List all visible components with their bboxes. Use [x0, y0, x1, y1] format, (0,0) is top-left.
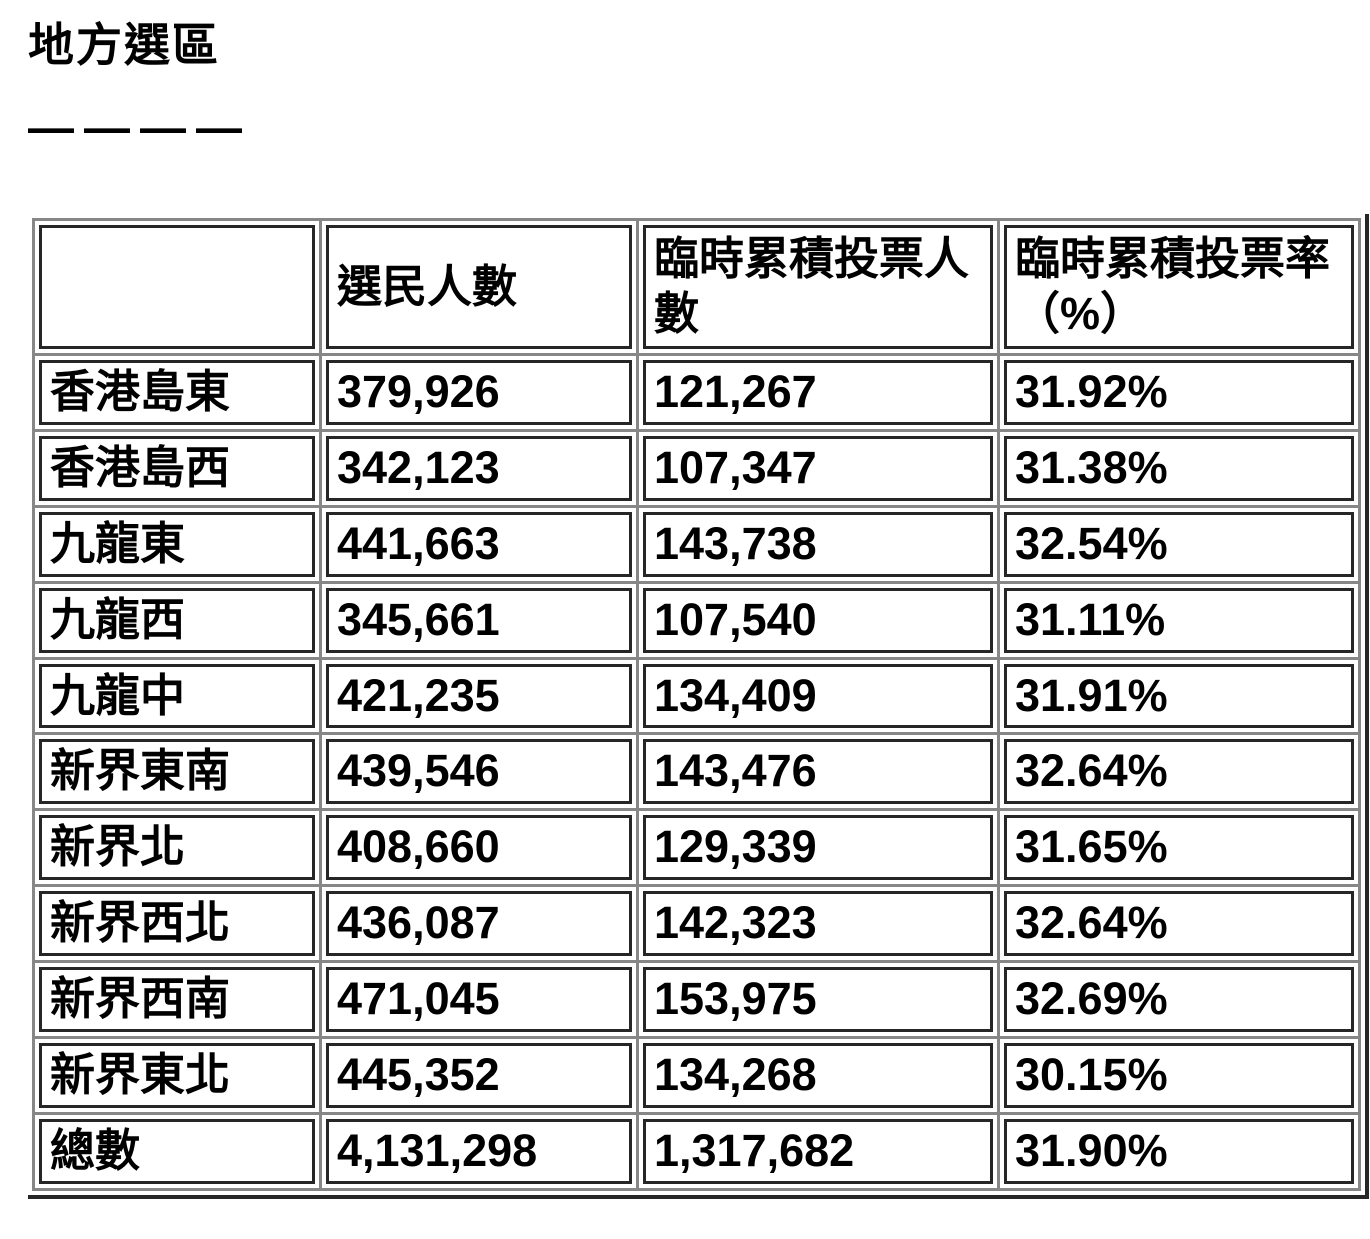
- cell-rate: 32.64%: [1004, 739, 1354, 805]
- cell-rate: 31.91%: [1004, 663, 1354, 729]
- divider: ————: [28, 101, 252, 153]
- table-row: 新界東南 439,546 143,476 32.64%: [39, 739, 1354, 805]
- cell-turnout: 121,267: [643, 360, 993, 425]
- cell-rate: 31.11%: [1004, 587, 1354, 653]
- cell-rate: 31.90%: [1004, 1118, 1354, 1184]
- cell-region: 總數: [39, 1118, 315, 1184]
- col-header-turnout: 臨時累積投票人數: [643, 225, 993, 349]
- cell-rate: 31.38%: [1004, 435, 1354, 501]
- cell-region: 香港島西: [39, 435, 315, 501]
- cell-region: 新界西南: [39, 967, 315, 1033]
- cell-turnout: 142,323: [643, 891, 993, 957]
- cell-turnout: 107,347: [643, 435, 993, 501]
- cell-turnout: 129,339: [643, 815, 993, 881]
- cell-rate: 30.15%: [1004, 1043, 1354, 1108]
- cell-electors: 445,352: [326, 1043, 632, 1108]
- table-row: 九龍西 345,661 107,540 31.11%: [39, 587, 1354, 653]
- cell-rate: 31.65%: [1004, 815, 1354, 881]
- table-row: 九龍東 441,663 143,738 32.54%: [39, 511, 1354, 577]
- cell-turnout: 134,268: [643, 1043, 993, 1108]
- cell-rate: 32.64%: [1004, 891, 1354, 957]
- table-row: 新界西南 471,045 153,975 32.69%: [39, 967, 1354, 1033]
- cell-rate: 32.54%: [1004, 511, 1354, 577]
- cell-region: 新界東北: [39, 1043, 315, 1108]
- table-header-row: 選民人數 臨時累積投票人數 臨時累積投票率（%）: [39, 225, 1354, 349]
- cell-region: 新界東南: [39, 739, 315, 805]
- cell-region: 新界北: [39, 815, 315, 881]
- table-row: 新界西北 436,087 142,323 32.64%: [39, 891, 1354, 957]
- table-row: 九龍中 421,235 134,409 31.91%: [39, 663, 1354, 729]
- cell-turnout: 143,476: [643, 739, 993, 805]
- cell-turnout: 143,738: [643, 511, 993, 577]
- cell-region: 九龍西: [39, 587, 315, 653]
- cell-region: 九龍東: [39, 511, 315, 577]
- turnout-table: 選民人數 臨時累積投票人數 臨時累積投票率（%） 香港島東 379,926 12…: [28, 214, 1369, 1199]
- cell-electors: 436,087: [326, 891, 632, 957]
- col-header-region: [39, 225, 315, 349]
- table-row-total: 總數 4,131,298 1,317,682 31.90%: [39, 1118, 1354, 1184]
- cell-electors: 4,131,298: [326, 1118, 632, 1184]
- cell-electors: 421,235: [326, 663, 632, 729]
- cell-region: 新界西北: [39, 891, 315, 957]
- cell-turnout: 1,317,682: [643, 1118, 993, 1184]
- cell-region: 九龍中: [39, 663, 315, 729]
- cell-electors: 342,123: [326, 435, 632, 501]
- cell-turnout: 153,975: [643, 967, 993, 1033]
- col-header-rate: 臨時累積投票率（%）: [1004, 225, 1354, 349]
- page-title: 地方選區: [28, 19, 220, 71]
- cell-electors: 408,660: [326, 815, 632, 881]
- table-row: 新界北 408,660 129,339 31.65%: [39, 815, 1354, 881]
- cell-electors: 439,546: [326, 739, 632, 805]
- cell-turnout: 134,409: [643, 663, 993, 729]
- table-row: 香港島東 379,926 121,267 31.92%: [39, 360, 1354, 425]
- cell-rate: 31.92%: [1004, 360, 1354, 425]
- cell-electors: 471,045: [326, 967, 632, 1033]
- title-block: 地方選區 ————: [28, 22, 1370, 150]
- cell-turnout: 107,540: [643, 587, 993, 653]
- cell-electors: 379,926: [326, 360, 632, 425]
- cell-electors: 345,661: [326, 587, 632, 653]
- cell-electors: 441,663: [326, 511, 632, 577]
- cell-rate: 32.69%: [1004, 967, 1354, 1033]
- col-header-electors: 選民人數: [326, 225, 632, 349]
- table-row: 新界東北 445,352 134,268 30.15%: [39, 1043, 1354, 1108]
- table-row: 香港島西 342,123 107,347 31.38%: [39, 435, 1354, 501]
- cell-region: 香港島東: [39, 360, 315, 425]
